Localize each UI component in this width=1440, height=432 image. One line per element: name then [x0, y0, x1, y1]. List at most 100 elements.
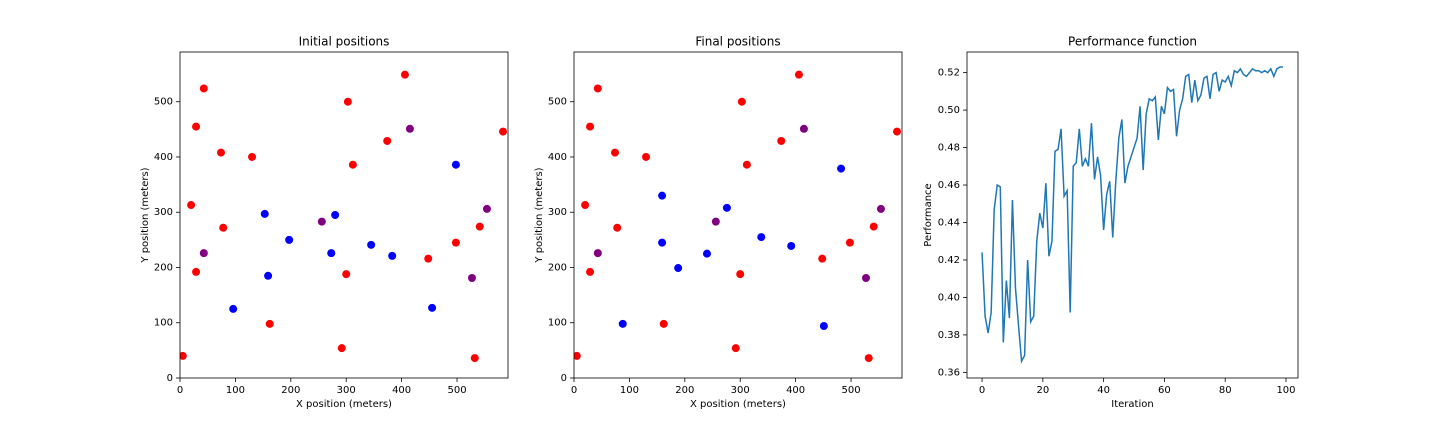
- y-tick-label: 200: [154, 262, 173, 273]
- line: [981, 66, 1283, 364]
- point: [217, 148, 225, 157]
- point: [264, 271, 273, 280]
- point: [337, 344, 346, 353]
- point: [819, 322, 828, 331]
- point: [869, 222, 878, 231]
- point: [702, 249, 711, 258]
- point: [593, 84, 602, 93]
- x-tick-label: 60: [1158, 385, 1171, 396]
- point: [711, 217, 720, 226]
- point: [876, 204, 885, 213]
- point: [611, 148, 619, 157]
- x-axis-label: X position (meters): [296, 399, 392, 410]
- point: [893, 127, 902, 136]
- x-tick-label: 0: [571, 385, 577, 396]
- point: [180, 351, 187, 360]
- x-axis-label: X position (meters): [690, 399, 786, 410]
- y-tick-label: 400: [548, 152, 567, 163]
- axes-frame: [966, 51, 1299, 379]
- point: [199, 84, 208, 93]
- point: [265, 319, 274, 328]
- y-tick-label: 0: [167, 373, 173, 384]
- y-tick-label: 300: [548, 207, 567, 218]
- x-tick-label: 500: [841, 385, 860, 396]
- point: [317, 217, 326, 226]
- y-tick-label: 0.42: [938, 255, 960, 266]
- x-tick-label: 100: [226, 385, 245, 396]
- point: [731, 344, 740, 353]
- point: [864, 354, 873, 363]
- point: [818, 254, 827, 263]
- chart-title: Performance function: [1068, 35, 1197, 49]
- x-tick-label: 80: [1219, 385, 1232, 396]
- x-tick-label: 200: [281, 385, 300, 396]
- point: [475, 222, 484, 231]
- point: [658, 191, 667, 200]
- point: [192, 267, 201, 276]
- x-tick-label: 300: [731, 385, 750, 396]
- axes-frame: [573, 51, 903, 379]
- point: [586, 267, 595, 276]
- x-tick-label: 400: [392, 385, 411, 396]
- point: [343, 97, 352, 106]
- point: [348, 160, 357, 169]
- y-tick-label: 0.38: [938, 330, 960, 341]
- point: [482, 204, 491, 213]
- point: [428, 303, 437, 312]
- point: [613, 223, 622, 232]
- point: [642, 152, 651, 161]
- y-tick-label: 500: [154, 97, 173, 108]
- point: [331, 211, 340, 219]
- x-axis-label: Iteration: [1111, 399, 1153, 410]
- point: [499, 127, 508, 136]
- point: [383, 136, 392, 145]
- y-tick-label: 0.44: [938, 217, 960, 228]
- y-tick-label: 0.50: [938, 105, 960, 116]
- point: [400, 70, 409, 79]
- chart-title: Final positions: [695, 35, 780, 49]
- point: [327, 249, 336, 258]
- point: [799, 124, 808, 133]
- point: [787, 241, 796, 250]
- chart-title: Initial positions: [299, 35, 390, 49]
- y-tick-label: 0.36: [938, 367, 960, 378]
- x-tick-label: 0: [177, 385, 183, 396]
- point: [470, 354, 479, 363]
- y-tick-label: 100: [154, 318, 173, 329]
- point: [199, 249, 208, 258]
- point: [722, 203, 731, 212]
- x-tick-label: 300: [337, 385, 356, 396]
- y-tick-label: 0.40: [938, 292, 960, 303]
- point: [658, 238, 667, 247]
- point: [192, 122, 201, 131]
- point: [388, 251, 397, 260]
- point: [861, 273, 870, 282]
- y-tick-label: 0: [561, 373, 567, 384]
- point: [187, 201, 196, 210]
- x-tick-label: 20: [1036, 385, 1049, 396]
- point: [737, 97, 746, 106]
- x-tick-label: 400: [786, 385, 805, 396]
- y-tick-label: 200: [548, 262, 567, 273]
- x-tick-label: 0: [979, 385, 985, 396]
- point: [659, 319, 668, 328]
- point: [367, 240, 376, 249]
- x-tick-label: 100: [1276, 385, 1295, 396]
- point: [248, 152, 257, 161]
- point: [260, 209, 269, 218]
- point: [586, 122, 595, 131]
- point: [593, 249, 602, 258]
- x-tick-label: 100: [620, 385, 639, 396]
- y-tick-label: 0.52: [938, 68, 960, 79]
- point: [405, 124, 414, 133]
- point: [837, 164, 846, 173]
- point: [618, 319, 627, 328]
- point: [581, 201, 590, 210]
- point: [229, 304, 238, 313]
- point: [467, 273, 476, 282]
- point: [574, 351, 581, 360]
- point: [777, 136, 786, 145]
- point: [285, 235, 294, 244]
- y-tick-label: 300: [154, 207, 173, 218]
